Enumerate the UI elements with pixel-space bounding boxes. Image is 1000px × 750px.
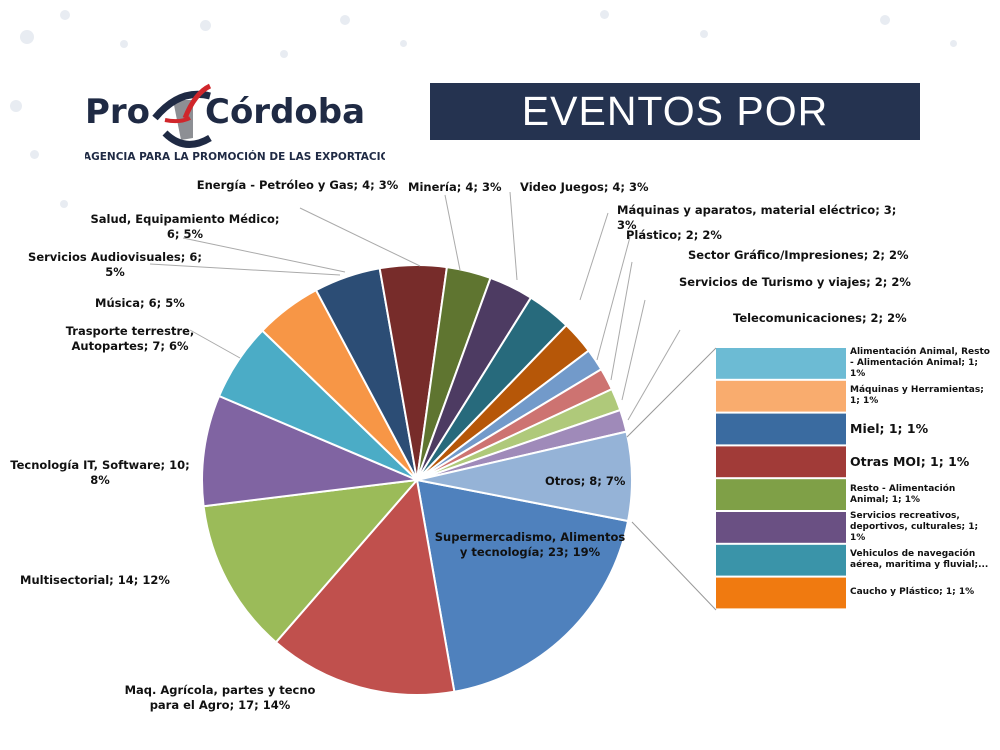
pie-slice	[202, 478, 420, 644]
svg-text:Pro: Pro	[85, 92, 150, 132]
slice-label: Máquinas y aparatos, material eléctrico;…	[617, 203, 897, 232]
bar-segment	[716, 348, 846, 379]
page-title: EVENTOS POR SECTOR	[430, 83, 920, 191]
bar-segment	[716, 413, 846, 445]
bar-segment	[716, 544, 846, 576]
slice-label: Salud, Equipamiento Médico; 6; 5%	[90, 212, 280, 241]
slice-label: Supermercadismo, Alimentos y tecnología;…	[434, 530, 626, 559]
decor-dot	[400, 40, 407, 47]
bar-segment	[716, 479, 846, 510]
leader-line	[627, 329, 681, 421]
decor-dot	[700, 30, 708, 38]
connector-line	[631, 521, 717, 611]
bar-segment-label: Otras MOI; 1; 1%	[850, 454, 970, 470]
slice-label: Servicios Audiovisuales; 6; 5%	[28, 250, 202, 279]
pie-slice	[416, 430, 633, 523]
bar-segment-label: Servicios recreativos, deportivos, cultu…	[850, 510, 979, 543]
decor-dot	[10, 100, 22, 112]
decor-dot	[600, 10, 609, 19]
decor-dot	[20, 30, 34, 44]
decor-dot	[950, 40, 957, 47]
connector-line	[626, 347, 717, 438]
decor-dot	[880, 15, 890, 25]
bar-segment	[716, 380, 846, 412]
leader-line	[299, 207, 421, 267]
leader-line	[621, 299, 646, 401]
slice-label: Música; 6; 5%	[95, 296, 185, 310]
leader-line	[444, 194, 461, 271]
decor-dot	[30, 150, 39, 159]
bar-segment-label: Caucho y Plástico; 1; 1%	[850, 587, 975, 598]
decor-dot	[120, 40, 128, 48]
slice-label: Otros; 8; 7%	[545, 474, 626, 488]
pie-slice	[201, 394, 421, 508]
svg-text:Córdoba: Córdoba	[205, 92, 365, 132]
bar-segment-label: Vehiculos de navegación aérea, maritima …	[850, 549, 989, 571]
pie-slice	[415, 478, 630, 693]
slice-label: Servicios de Turismo y viajes; 2; 2%	[679, 275, 911, 289]
procordoba-logo: Pro Córdoba AGENCIA PARA LA PROMOCIÓN DE…	[85, 78, 385, 168]
slice-label: Sector Gráfico/Impresiones; 2; 2%	[688, 248, 909, 262]
bar-segment-label: Alimentación Animal, Resto - Alimentació…	[850, 346, 990, 379]
logo-mark-icon: Pro Córdoba AGENCIA PARA LA PROMOCIÓN DE…	[85, 83, 385, 163]
slice-label: Plástico; 2; 2%	[626, 228, 722, 242]
decor-dot	[200, 20, 211, 31]
bar-segment-label: Máquinas y Herramientas; 1; 1%	[850, 385, 984, 407]
leader-line	[149, 263, 341, 276]
decor-dot	[60, 200, 68, 208]
slice-label: Multisectorial; 14; 12%	[20, 573, 170, 587]
bar-segment-label: Miel; 1; 1%	[850, 421, 929, 437]
leader-line	[189, 329, 241, 359]
decor-dot	[280, 50, 288, 58]
bar-segment	[716, 577, 846, 609]
leader-line	[596, 236, 631, 361]
slice-label: Trasporte terrestre, Autopartes; 7; 6%	[65, 324, 195, 353]
slice-label: Maq. Agrícola, partes y tecno para el Ag…	[124, 683, 316, 712]
slice-label: Video Juegos; 4; 3%	[520, 180, 649, 194]
slice-label: Tecnología IT, Software; 10; 8%	[10, 458, 190, 487]
slice-label: Minería; 4; 3%	[408, 180, 502, 194]
pie-slice	[274, 477, 456, 696]
bar-segment	[716, 512, 846, 543]
leader-line	[509, 191, 518, 281]
bar-segment	[716, 446, 846, 478]
bar-segment-label: Resto - Alimentación Animal; 1; 1%	[850, 483, 956, 505]
decor-dot	[60, 10, 70, 20]
leader-line	[182, 237, 346, 273]
slice-label: Energía - Petróleo y Gas; 4; 3%	[196, 178, 399, 192]
leader-line	[610, 261, 633, 381]
slice-label: Telecomunicaciones; 2; 2%	[733, 311, 907, 325]
leader-line	[579, 212, 609, 301]
decor-dot	[340, 15, 350, 25]
svg-text:AGENCIA PARA LA PROMOCIÓN DE L: AGENCIA PARA LA PROMOCIÓN DE LAS EXPORTA…	[85, 150, 385, 163]
